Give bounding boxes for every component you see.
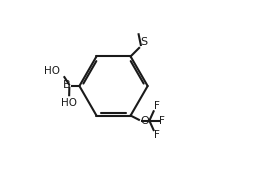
Text: F: F [154, 101, 159, 111]
Text: F: F [154, 130, 159, 140]
Text: HO: HO [61, 98, 77, 108]
Text: B: B [62, 80, 70, 90]
Text: O: O [140, 116, 149, 126]
Text: F: F [159, 116, 165, 126]
Text: S: S [140, 37, 147, 47]
Text: HO: HO [44, 66, 60, 76]
